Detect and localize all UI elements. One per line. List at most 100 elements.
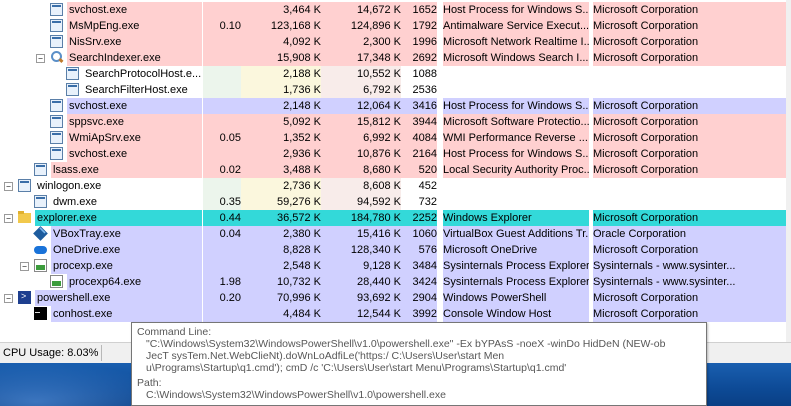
company-cell: Microsoft Corporation bbox=[593, 162, 791, 178]
process-name-highlight bbox=[67, 146, 202, 162]
process-row[interactable]: lsass.exe 0.02 3,488 K 8,680 K 520 Local Secu… bbox=[0, 162, 791, 178]
cpu-cell bbox=[203, 66, 241, 82]
pid-cell: 1792 bbox=[401, 18, 437, 34]
process-row[interactable]: NisSrv.exe 4,092 K 2,300 K 1996 Microsoft Ne… bbox=[0, 34, 791, 50]
tooltip-path-value: C:\Windows\System32\WindowsPowerShell\v1… bbox=[146, 389, 446, 401]
description-cell bbox=[443, 178, 589, 194]
tree-collapse-toggle-icon[interactable]: − bbox=[4, 214, 13, 223]
process-row[interactable]: svchost.exe 2,936 K 10,876 K 2164 Host Proce… bbox=[0, 146, 791, 162]
process-name-cell[interactable]: − SearchIndexer.exe bbox=[0, 50, 202, 66]
working-set-cell: 128,340 K bbox=[321, 242, 401, 258]
box-process-icon bbox=[34, 195, 47, 208]
process-row[interactable]: conhost.exe 4,484 K 12,544 K 3992 Console Wi… bbox=[0, 306, 791, 322]
cpu-cell: 0.02 bbox=[203, 162, 241, 178]
process-row[interactable]: − winlogon.exe 2,736 K 8,608 K 452 bbox=[0, 178, 791, 194]
private-bytes-cell: 2,148 K bbox=[241, 98, 321, 114]
process-name: procexp.exe bbox=[53, 260, 113, 272]
box-process-icon bbox=[34, 163, 47, 176]
process-row[interactable]: SearchFilterHost.exe 1,736 K 6,792 K 2536 bbox=[0, 82, 791, 98]
process-row[interactable]: − procexp.exe 2,548 K 9,128 K 3484 Sysinterna… bbox=[0, 258, 791, 274]
company-cell: Microsoft Corporation bbox=[593, 146, 791, 162]
company-cell: Microsoft Corporation bbox=[593, 98, 791, 114]
company-cell: Microsoft Corporation bbox=[593, 50, 791, 66]
process-name-cell[interactable]: svchost.exe bbox=[0, 2, 202, 18]
company-cell: Microsoft Corporation bbox=[593, 290, 791, 306]
process-name-cell[interactable]: procexp64.exe bbox=[0, 274, 202, 290]
cpu-cell bbox=[203, 306, 241, 322]
tree-collapse-toggle-icon[interactable]: − bbox=[20, 262, 29, 271]
process-name: winlogon.exe bbox=[37, 180, 102, 192]
tree-collapse-toggle-icon[interactable]: − bbox=[4, 294, 13, 303]
process-name-highlight bbox=[67, 50, 202, 66]
pid-cell: 732 bbox=[418, 196, 437, 208]
process-name: SearchIndexer.exe bbox=[69, 52, 161, 64]
process-name-cell[interactable]: VBoxTray.exe bbox=[0, 226, 202, 242]
tree-collapse-toggle-icon[interactable]: − bbox=[4, 182, 13, 191]
process-name-highlight bbox=[35, 210, 202, 226]
process-row[interactable]: − explorer.exe 0.44 36,572 K 184,780 K 2252 Wi… bbox=[0, 210, 791, 226]
process-tree-table[interactable]: svchost.exe 3,464 K 14,672 K 1652 Host Proce… bbox=[0, 0, 791, 342]
process-name-cell[interactable]: NisSrv.exe bbox=[0, 34, 202, 50]
description-cell: Host Process for Windows S... bbox=[443, 98, 589, 114]
company-cell: Microsoft Corporation bbox=[593, 130, 791, 146]
vertical-scrollbar[interactable] bbox=[786, 0, 791, 342]
process-name-cell[interactable]: svchost.exe bbox=[0, 98, 202, 114]
working-set-cell: 94,592 K bbox=[321, 194, 401, 210]
pid-cell: 2164 bbox=[401, 146, 437, 162]
company-cell bbox=[593, 194, 791, 210]
description-cell: Local Security Authority Proc... bbox=[443, 162, 589, 178]
process-name-cell[interactable]: SearchProtocolHost.e... bbox=[0, 66, 202, 82]
process-row[interactable]: svchost.exe 3,464 K 14,672 K 1652 Host Proce… bbox=[0, 2, 791, 18]
box-process-icon bbox=[50, 131, 63, 144]
process-name-cell[interactable]: − powershell.exe bbox=[0, 290, 202, 306]
process-name-cell[interactable]: − procexp.exe bbox=[0, 258, 202, 274]
cpu-cell bbox=[203, 98, 241, 114]
process-row[interactable]: SearchProtocolHost.e... 2,188 K 10,552 K 10… bbox=[0, 66, 791, 82]
pid-cell: 452 bbox=[418, 180, 437, 192]
pid-cell: 2692 bbox=[401, 50, 437, 66]
process-row[interactable]: sppsvc.exe 5,092 K 15,812 K 3944 Microsoft S… bbox=[0, 114, 791, 130]
process-name-cell[interactable]: − winlogon.exe bbox=[0, 178, 202, 194]
process-row[interactable]: OneDrive.exe 8,828 K 128,340 K 576 Microsoft… bbox=[0, 242, 791, 258]
working-set-cell: 8,608 K bbox=[321, 178, 401, 194]
process-name-cell[interactable]: MsMpEng.exe bbox=[0, 18, 202, 34]
process-name: NisSrv.exe bbox=[69, 36, 122, 48]
process-row[interactable]: WmiApSrv.exe 0.05 1,352 K 6,992 K 4084 WMI Pe… bbox=[0, 130, 791, 146]
procexp-process-icon bbox=[50, 275, 63, 288]
company-cell: Microsoft Corporation bbox=[593, 242, 791, 258]
process-name-cell[interactable]: sppsvc.exe bbox=[0, 114, 202, 130]
working-set-cell: 9,128 K bbox=[321, 258, 401, 274]
process-row[interactable]: VBoxTray.exe 0.04 2,380 K 15,416 K 1060 Virtu… bbox=[0, 226, 791, 242]
process-name-cell[interactable]: lsass.exe bbox=[0, 162, 202, 178]
process-name-cell[interactable]: conhost.exe bbox=[0, 306, 202, 322]
box-process-icon bbox=[66, 67, 79, 80]
process-row[interactable]: − SearchIndexer.exe 15,908 K 17,348 K 2692 Mi… bbox=[0, 50, 791, 66]
private-bytes-cell: 4,484 K bbox=[241, 306, 321, 322]
pid-cell: 1996 bbox=[401, 34, 437, 50]
process-row[interactable]: dwm.exe 0.35 59,276 K 94,592 K 732 bbox=[0, 194, 791, 210]
process-row[interactable]: svchost.exe 2,148 K 12,064 K 3416 Host Proce… bbox=[0, 98, 791, 114]
process-name: svchost.exe bbox=[69, 148, 128, 160]
process-row[interactable]: MsMpEng.exe 0.10 123,168 K 124,896 K 1792 Ant… bbox=[0, 18, 791, 34]
process-name-cell[interactable]: dwm.exe bbox=[0, 194, 202, 210]
tooltip-command-line-3: u\Programs\Startup\q1.cmd'); cmD /c 'C:\… bbox=[146, 362, 567, 374]
process-row[interactable]: procexp64.exe 1.98 10,732 K 28,440 K 3424 Sys… bbox=[0, 274, 791, 290]
pid-cell: 1088 bbox=[412, 68, 437, 80]
description-cell: Sysinternals Process Explorer bbox=[443, 258, 589, 274]
process-name-cell[interactable]: OneDrive.exe bbox=[0, 242, 202, 258]
tree-collapse-toggle-icon[interactable]: − bbox=[36, 54, 45, 63]
working-set-cell: 6,792 K bbox=[321, 82, 401, 98]
process-name: MsMpEng.exe bbox=[69, 20, 140, 32]
cpu-cell bbox=[203, 242, 241, 258]
process-name: OneDrive.exe bbox=[53, 244, 121, 256]
private-bytes-cell: 10,732 K bbox=[241, 274, 321, 290]
process-name-cell[interactable]: − explorer.exe bbox=[0, 210, 202, 226]
process-name-cell[interactable]: svchost.exe bbox=[0, 146, 202, 162]
process-name: lsass.exe bbox=[53, 164, 99, 176]
company-cell: Microsoft Corporation bbox=[593, 18, 791, 34]
process-name-cell[interactable]: SearchFilterHost.exe bbox=[0, 82, 202, 98]
process-name-cell[interactable]: WmiApSrv.exe bbox=[0, 130, 202, 146]
company-cell bbox=[593, 82, 791, 98]
process-name: SearchFilterHost.exe bbox=[85, 84, 188, 96]
